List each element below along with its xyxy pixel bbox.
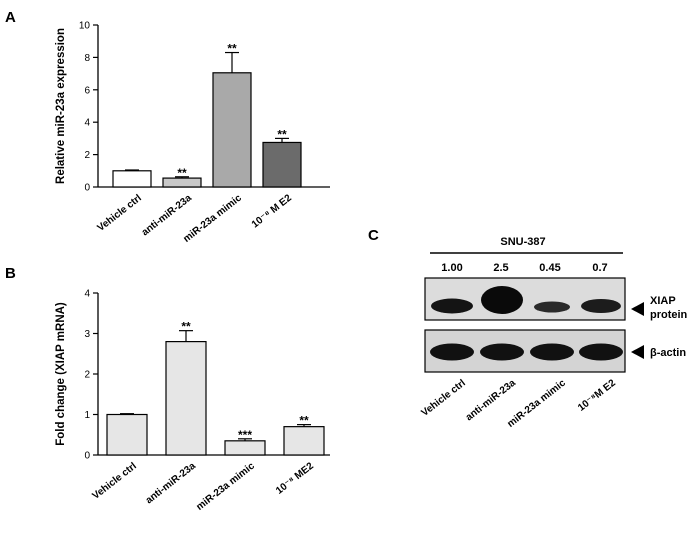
chart-b-bar xyxy=(283,426,325,456)
xiap-band-4 xyxy=(581,299,621,313)
panel-letter-b: B xyxy=(5,265,16,282)
actin-band-2 xyxy=(480,343,524,361)
chart-a-significance-label: ** xyxy=(277,127,287,141)
chart-b-category-label: 10⁻⁸ ME2 xyxy=(274,460,316,496)
chart-a-bar xyxy=(262,141,302,188)
chart-a-y-tick-label: 2 xyxy=(84,150,90,161)
chart-a-bar xyxy=(212,72,252,188)
chart-b-y-tick-label: 0 xyxy=(84,451,90,462)
actin-band-4 xyxy=(579,343,623,361)
xiap-band-2 xyxy=(481,286,523,314)
xiap-label-line1: XIAP xyxy=(650,295,676,307)
chart-a-y-axis-label: Relative miR-23a expression xyxy=(55,28,67,184)
chart-a-y-tick-label: 0 xyxy=(84,183,90,194)
lane-label-4: 10⁻⁸M E2 xyxy=(576,377,618,413)
actin-band-1 xyxy=(430,343,474,361)
blot-value-1: 1.00 xyxy=(441,262,462,274)
actin-label: β-actin xyxy=(650,347,686,359)
chart-b-category-label: anti-miR-23a xyxy=(144,460,198,506)
chart-b-category-label: Vehicle ctrl xyxy=(90,461,139,502)
chart-a-category-label: 10⁻⁸ M E2 xyxy=(250,192,294,230)
panel-letter-c: C xyxy=(368,227,379,244)
xiap-band-3 xyxy=(534,301,570,313)
xiap-label-line2: protein xyxy=(650,309,688,321)
xiap-band-1 xyxy=(431,298,473,314)
chart-b-significance-label: *** xyxy=(238,428,252,442)
chart-a-significance-label: ** xyxy=(227,42,237,56)
panel-letter-a: A xyxy=(5,9,16,26)
xiap-arrow-icon xyxy=(631,302,644,316)
chart-b-y-tick-label: 4 xyxy=(84,289,90,300)
chart-a-category-label: Vehicle ctrl xyxy=(95,193,144,234)
blot-value-3: 0.45 xyxy=(539,262,560,274)
chart-b-category-label: miR-23a mimic xyxy=(194,460,257,512)
actin-arrow-icon xyxy=(631,345,644,359)
actin-band-3 xyxy=(530,343,574,361)
chart-a-y-tick-label: 6 xyxy=(84,85,90,96)
chart-b: 0 1 2 3 4 Fold change (XIAP mRNA) Vehicle ctrl… xyxy=(55,289,330,513)
chart-b-y-tick-label: 2 xyxy=(84,370,90,381)
chart-b-y-tick-label: 1 xyxy=(84,410,90,421)
chart-a: 0 2 4 6 8 10 Relative miR-23a expression Vehicl… xyxy=(55,21,330,245)
chart-b-bar xyxy=(224,440,266,456)
chart-b-bar xyxy=(106,413,148,456)
blot-value-4: 0.7 xyxy=(592,262,607,274)
chart-a-significance-label: ** xyxy=(177,166,187,180)
chart-a-bar xyxy=(112,170,152,188)
chart-b-significance-label: ** xyxy=(181,320,191,334)
blot-title: SNU-387 xyxy=(500,236,545,248)
chart-b-y-axis-label: Fold change (XIAP mRNA) xyxy=(55,302,67,446)
blot-value-2: 2.5 xyxy=(493,262,508,274)
chart-b-bar xyxy=(165,341,207,456)
lane-label-1: Vehicle ctrl xyxy=(419,378,468,419)
chart-a-y-tick-label: 4 xyxy=(84,118,90,129)
chart-b-significance-label: ** xyxy=(299,414,309,428)
chart-a-y-tick-label: 8 xyxy=(84,53,90,64)
chart-b-y-tick-label: 3 xyxy=(84,329,90,340)
western-blot: SNU-387 1.00 2.5 0.45 0.7 XIAP protein β… xyxy=(419,236,687,430)
chart-a-y-tick-label: 10 xyxy=(79,21,91,32)
